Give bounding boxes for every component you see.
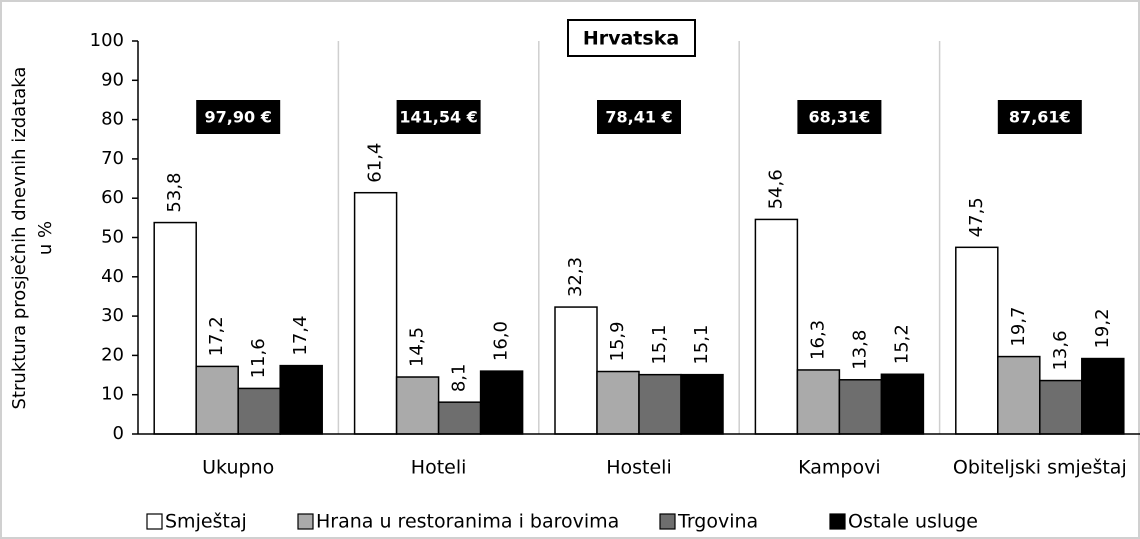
value-label: 15,1 <box>649 325 670 365</box>
legend-swatch <box>297 513 314 530</box>
y-tick-label: 90 <box>101 69 124 90</box>
x-tick-label: Hoteli <box>411 457 467 479</box>
legend-label: Smještaj <box>165 511 247 533</box>
y-axis-label: u % <box>35 221 56 255</box>
annotation-box <box>196 100 281 134</box>
x-tick-label: Kampovi <box>798 457 881 479</box>
y-tick-label: 80 <box>101 109 124 130</box>
chart-title: Hrvatska <box>583 28 679 50</box>
title-box <box>567 19 696 57</box>
x-tick-label: Obiteljski smještaj <box>953 457 1127 479</box>
annotation: 97,90 € <box>205 108 272 127</box>
value-label: 19,2 <box>1092 308 1113 348</box>
bar <box>796 369 841 435</box>
bar <box>1039 379 1083 435</box>
annotation: 68,31€ <box>809 108 871 127</box>
legend-label: Ostale usluge <box>848 511 978 533</box>
bar <box>195 365 239 435</box>
value-label: 17,2 <box>206 316 227 356</box>
value-label: 15,9 <box>607 321 628 361</box>
value-label: 61,4 <box>365 143 386 183</box>
x-tick-label: Ukupno <box>202 457 274 479</box>
bar <box>997 355 1041 435</box>
legend-label: Trgovina <box>677 511 758 533</box>
bar <box>554 306 598 435</box>
value-label: 15,1 <box>691 325 712 365</box>
y-tick-label: 70 <box>101 148 124 169</box>
bar <box>1081 357 1125 435</box>
bar <box>279 364 323 435</box>
value-label: 32,3 <box>565 257 586 297</box>
value-label: 15,2 <box>891 324 912 364</box>
y-tick-label: 40 <box>101 266 124 287</box>
value-label: 54,6 <box>765 169 786 209</box>
bar <box>353 191 398 435</box>
bar <box>596 370 640 435</box>
bar <box>955 246 999 435</box>
bar <box>638 373 682 435</box>
y-axis-label: Struktura prosječnih dnevnih izdataka <box>9 67 30 410</box>
bar <box>880 373 925 435</box>
annotation: 78,41 € <box>605 108 672 127</box>
bar <box>395 376 440 435</box>
y-tick-label: 50 <box>101 227 124 248</box>
bar <box>437 401 482 435</box>
value-label: 14,5 <box>407 327 428 367</box>
annotation-box <box>597 100 681 134</box>
value-label: 19,7 <box>1008 307 1029 347</box>
value-label: 13,8 <box>849 330 870 370</box>
bar <box>153 221 197 435</box>
annotation: 87,61€ <box>1009 108 1071 127</box>
bar <box>838 379 883 435</box>
legend-swatch <box>659 513 676 530</box>
y-tick-label: 100 <box>90 30 124 51</box>
y-tick-label: 10 <box>101 384 124 405</box>
legend-swatch <box>146 513 163 530</box>
bar <box>237 387 281 435</box>
y-tick-label: 30 <box>101 305 124 326</box>
annotation-box <box>797 100 882 134</box>
bar <box>479 370 524 435</box>
y-tick-label: 20 <box>101 344 124 365</box>
value-label: 53,8 <box>164 172 185 212</box>
bar <box>754 218 799 435</box>
bar <box>680 373 724 435</box>
value-label: 13,6 <box>1050 330 1071 370</box>
y-tick-label: 0 <box>113 423 124 444</box>
value-label: 8,1 <box>449 364 470 393</box>
legend-swatch <box>829 513 846 530</box>
annotation-box <box>396 100 481 134</box>
legend-label: Hrana u restoranima i barovima <box>316 511 619 533</box>
annotation-box <box>997 100 1082 134</box>
value-label: 16,3 <box>807 320 828 360</box>
value-label: 17,4 <box>290 316 311 356</box>
x-tick-label: Hosteli <box>606 457 672 479</box>
value-label: 16,0 <box>491 321 512 361</box>
value-label: 11,6 <box>248 338 269 378</box>
annotation: 141,54 € <box>399 108 477 127</box>
y-tick-label: 60 <box>101 187 124 208</box>
value-label: 47,5 <box>966 197 987 237</box>
